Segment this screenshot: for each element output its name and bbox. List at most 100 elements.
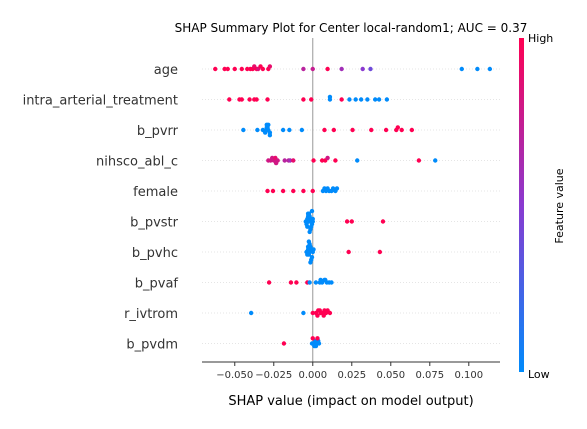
shap-point [358, 97, 364, 102]
shap-point [360, 66, 365, 72]
shap-point [310, 336, 315, 341]
x-tick-label: 0.075 [415, 370, 444, 381]
shap-point [309, 97, 314, 102]
shap-point [265, 188, 270, 194]
shap-point [265, 97, 270, 102]
shap-point [260, 66, 266, 72]
shap-point [322, 127, 327, 133]
shap-point [333, 158, 338, 163]
feature-labels: age intra_arterial_treatment b_pvrr nihsco_… [23, 63, 179, 353]
shap-point [306, 239, 312, 244]
shap-point [346, 249, 351, 255]
shap-point [395, 125, 401, 130]
shap-point [310, 310, 315, 316]
shap-point [313, 280, 319, 285]
shap-point [331, 127, 337, 133]
shap-point [291, 188, 296, 194]
shap-point [288, 280, 294, 285]
shap-point [301, 97, 306, 102]
shap-point [282, 158, 287, 163]
feature-label: b_pvrr [137, 124, 179, 139]
shap-point [327, 310, 333, 316]
shap-point [291, 158, 296, 163]
shap-point [310, 66, 315, 72]
x-ticks: −0.050 −0.025 0.000 0.025 0.050 0.075 0.100 [216, 362, 483, 381]
colorbar-title: Feature value [553, 168, 566, 243]
x-tick-label: −0.025 [255, 370, 292, 381]
feature-label: b_pvhc [132, 246, 178, 261]
x-tick-label: 0.000 [298, 370, 327, 381]
feature-label: r_ivtrom [124, 307, 178, 322]
feature-label: intra_arterial_treatment [23, 94, 178, 109]
shap-point [222, 66, 227, 72]
shap-point [339, 66, 344, 72]
shap-point [239, 97, 244, 102]
shap-point [409, 127, 415, 133]
shap-point [353, 97, 358, 102]
feature-label: nihsco_abl_c [96, 155, 178, 170]
shap-point [377, 249, 383, 255]
shap-point [310, 216, 315, 222]
shap-point [313, 343, 319, 349]
shap-point [287, 127, 292, 133]
shap-point [327, 94, 333, 100]
x-tick-label: −0.050 [216, 370, 253, 381]
shap-point [232, 66, 237, 72]
shap-point [305, 224, 310, 229]
shap-point [355, 158, 360, 163]
shap-point [368, 66, 373, 72]
shap-point [325, 66, 330, 72]
shap-point [262, 130, 268, 135]
shap-point [287, 158, 293, 163]
shap-point [225, 66, 230, 72]
chart-title: SHAP Summary Plot for Center local-rando… [175, 21, 528, 35]
x-axis-label: SHAP value (impact on model output) [228, 394, 473, 409]
shap-point [487, 66, 493, 72]
shap-point [280, 188, 286, 194]
shap-point [264, 122, 269, 128]
shap-point [376, 97, 382, 102]
shap-point [308, 260, 313, 265]
shap-point [383, 127, 389, 133]
shap-point [247, 97, 252, 102]
shap-point [344, 219, 350, 224]
feature-label: b_pvstr [130, 216, 179, 231]
shap-point [318, 277, 323, 283]
shap-point [275, 158, 280, 163]
shap-point [305, 211, 311, 216]
shap-point [311, 158, 316, 163]
shap-point [384, 97, 390, 102]
shap-point [306, 252, 312, 257]
shap-point [475, 66, 480, 72]
row-gridlines [202, 68, 500, 344]
feature-label: age [154, 63, 178, 78]
colorbar-low-label: Low [528, 368, 550, 381]
shap-point [294, 280, 299, 285]
shap-point [299, 127, 305, 133]
shap-point [301, 188, 306, 194]
shap-point [347, 97, 352, 102]
shap-point [433, 158, 438, 163]
shap-point [334, 186, 340, 191]
shap-point [349, 219, 354, 224]
shap-point [270, 188, 276, 194]
shap-point [323, 277, 328, 283]
shap-point [319, 158, 325, 163]
shap-point [380, 219, 386, 224]
shap-point [317, 308, 322, 313]
shap-point [254, 97, 259, 102]
shap-point [369, 127, 374, 133]
feature-label: b_pvdm [126, 338, 178, 353]
shap-point [311, 247, 316, 252]
shap-point [280, 127, 286, 133]
shap-point [315, 313, 320, 318]
shap-point [301, 310, 306, 316]
feature-label: b_pvaf [135, 277, 179, 292]
shap-point [310, 188, 315, 194]
shap-point [350, 127, 355, 133]
shap-point [459, 66, 464, 72]
colorbar [519, 38, 524, 372]
points-layer [213, 64, 493, 349]
feature-label: female [133, 185, 178, 200]
shap-point [321, 313, 326, 318]
